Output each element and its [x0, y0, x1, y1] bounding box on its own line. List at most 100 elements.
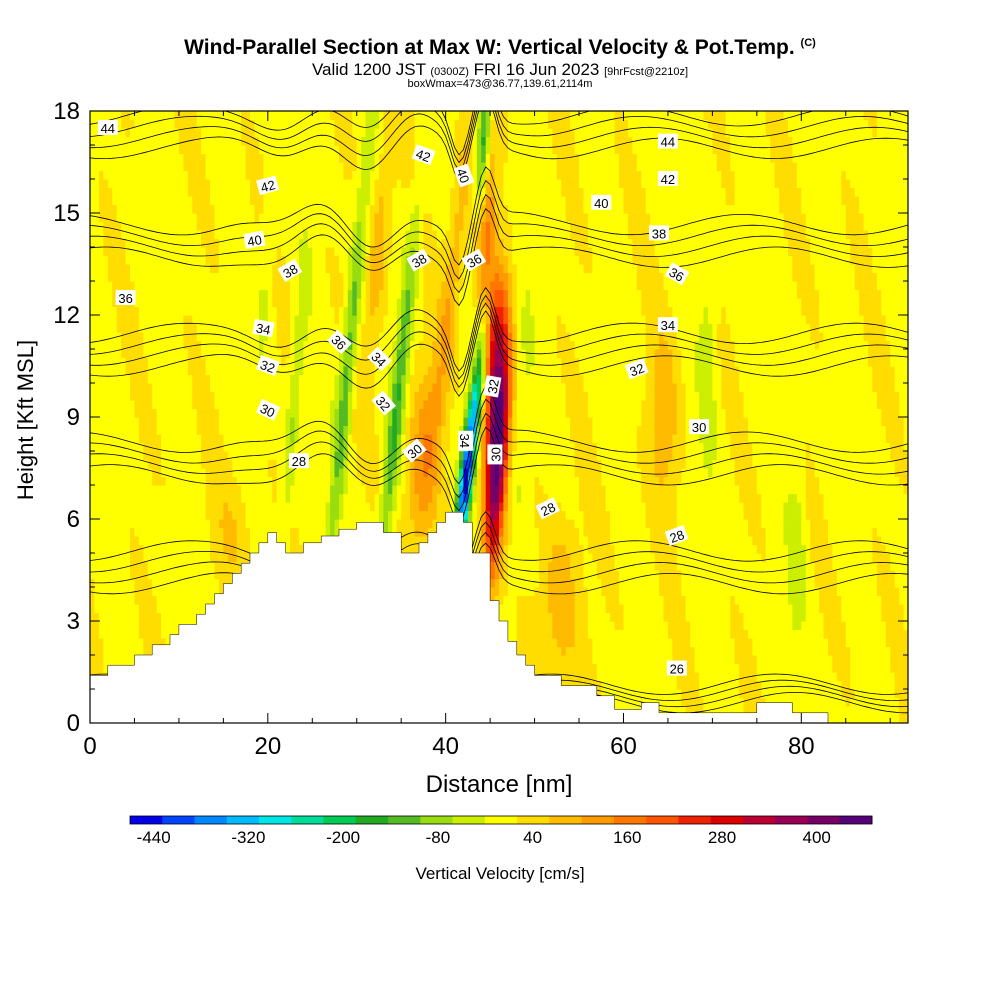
- w-cell: [410, 323, 416, 333]
- w-cell: [334, 451, 344, 461]
- w-cell: [507, 544, 540, 554]
- w-cell: [352, 111, 367, 121]
- w-cell: [899, 391, 908, 401]
- w-cell: [410, 366, 416, 376]
- w-cell: [810, 451, 891, 461]
- w-cell: [392, 400, 402, 410]
- w-cell: [596, 442, 638, 452]
- w-cell: [196, 213, 216, 223]
- w-cell: [605, 604, 625, 614]
- w-cell: [876, 578, 896, 588]
- w-cell: [788, 247, 811, 257]
- w-cell: [370, 230, 376, 240]
- w-cell: [810, 519, 829, 529]
- w-cell: [352, 374, 358, 384]
- w-cell: [205, 493, 242, 503]
- w-cell: [490, 366, 496, 376]
- w-cell: [490, 502, 500, 512]
- w-cell: [494, 162, 505, 172]
- theta-contour: [90, 412, 908, 512]
- w-cell: [459, 374, 469, 384]
- w-cell: [392, 408, 398, 418]
- w-cell: [339, 383, 344, 393]
- w-cell: [521, 306, 531, 316]
- w-cell: [481, 383, 487, 393]
- w-cell: [374, 383, 389, 393]
- w-cell: [503, 553, 509, 563]
- w-cell: [423, 434, 433, 444]
- w-cell: [192, 315, 260, 325]
- w-cell: [210, 544, 224, 554]
- w-cell: [601, 587, 620, 597]
- w-cell: [396, 391, 402, 401]
- w-cell: [507, 391, 513, 401]
- w-cell: [765, 544, 789, 554]
- w-cell: [596, 561, 616, 571]
- w-cell: [472, 391, 478, 401]
- box-info: boxWmax=473@36.77,139.61,2114m: [407, 78, 593, 90]
- w-cell: [383, 510, 389, 520]
- w-cell: [401, 391, 407, 401]
- w-cell: [423, 272, 447, 282]
- w-cell: [352, 170, 362, 180]
- w-cell: [627, 213, 651, 223]
- w-cell: [267, 468, 278, 478]
- w-cell: [125, 128, 131, 138]
- w-cell: [481, 136, 487, 146]
- w-cell: [303, 230, 309, 240]
- w-cell: [574, 136, 616, 146]
- w-cell: [481, 264, 504, 274]
- w-cell: [676, 680, 700, 690]
- y-tick-label: 0: [67, 710, 80, 737]
- w-cell: [507, 204, 567, 214]
- w-cell: [272, 272, 287, 282]
- w-cell: [445, 417, 451, 427]
- w-cell: [659, 255, 793, 265]
- w-cell: [810, 442, 891, 452]
- w-cell: [183, 323, 198, 333]
- w-cell: [512, 519, 536, 529]
- w-cell: [481, 493, 487, 503]
- w-cell: [690, 629, 731, 639]
- w-cell: [285, 493, 291, 503]
- w-cell: [476, 230, 482, 240]
- w-cell: [805, 213, 847, 223]
- w-cell: [383, 425, 389, 435]
- w-cell: [107, 179, 189, 189]
- w-cell: [103, 638, 144, 648]
- w-cell: [481, 391, 487, 401]
- w-cell: [819, 587, 838, 597]
- w-cell: [734, 655, 758, 665]
- w-cell: [481, 119, 487, 129]
- w-cell: [201, 238, 220, 248]
- w-cell: [579, 170, 620, 180]
- w-cell: [805, 553, 811, 563]
- w-cell: [130, 570, 149, 580]
- w-cell: [663, 595, 687, 605]
- w-cell: [552, 136, 576, 146]
- w-cell: [739, 383, 874, 393]
- w-cell: [463, 510, 469, 520]
- w-cell: [503, 289, 509, 299]
- w-cell: [885, 425, 905, 435]
- w-cell: [370, 187, 376, 197]
- w-cell: [298, 264, 313, 274]
- w-cell: [659, 332, 664, 342]
- w-cell: [343, 306, 349, 316]
- w-cell: [570, 434, 593, 444]
- w-cell: [574, 595, 589, 605]
- w-cell: [250, 527, 291, 537]
- w-cell: [263, 170, 344, 180]
- w-cell: [721, 391, 745, 401]
- w-cell: [414, 476, 438, 486]
- w-cell: [192, 391, 216, 401]
- w-cell: [387, 425, 393, 435]
- w-cell: [814, 570, 838, 580]
- w-cell: [499, 468, 504, 478]
- w-cell: [890, 357, 908, 367]
- w-cell: [610, 612, 624, 622]
- w-cell: [330, 272, 344, 282]
- w-cell: [356, 400, 376, 410]
- w-cell: [441, 374, 451, 384]
- w-cell: [459, 289, 473, 299]
